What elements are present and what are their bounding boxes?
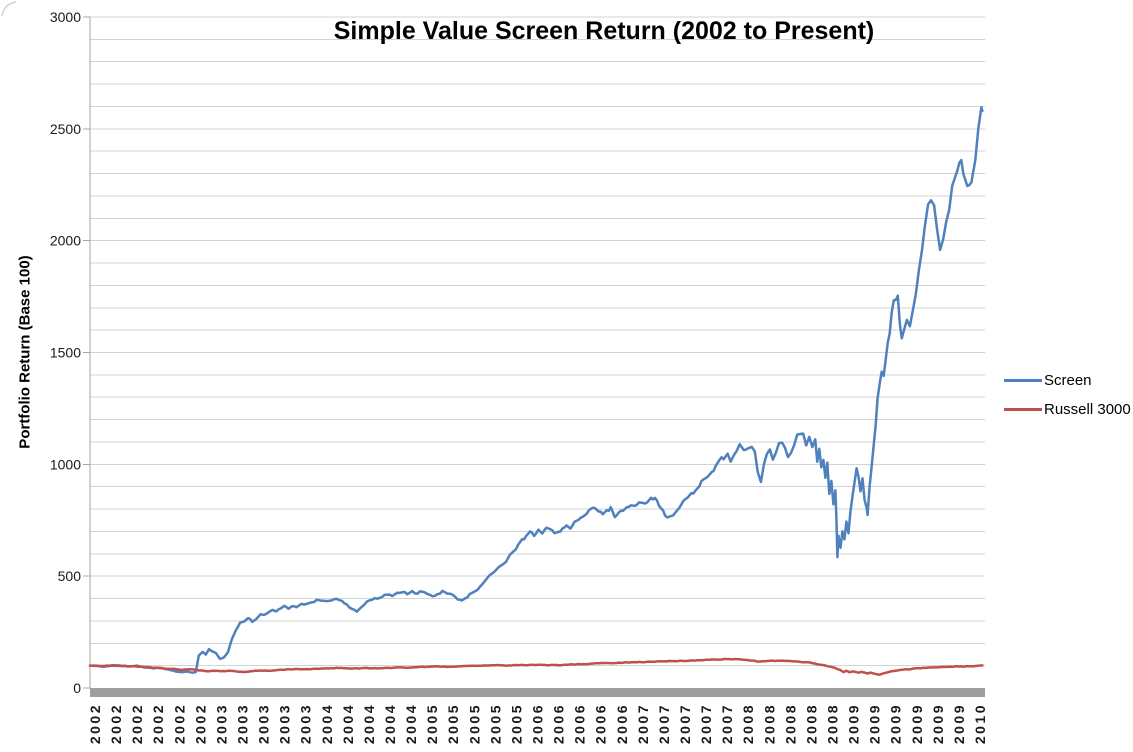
x-tick-label: 2006 [551,703,567,744]
x-tick-label: 2004 [340,703,356,744]
x-tick-label: 2003 [277,703,293,744]
x-tick-label: 2002 [192,703,208,744]
x-tick-label: 2008 [761,703,777,744]
x-tick-label: 2003 [256,703,272,744]
x-tick-label: 2009 [909,703,925,744]
x-tick-label: 2006 [572,703,588,744]
x-tick-label: 2002 [129,703,145,744]
x-tick-label: 2004 [361,703,377,744]
x-tick-label: 2002 [108,703,124,744]
legend-line-swatch-russell-3000 [1004,408,1042,411]
x-tick-label: 2009 [867,703,883,744]
x-tick-label: 2008 [782,703,798,744]
x-tick-label: 2007 [719,703,735,744]
x-tick-label: 2005 [466,703,482,744]
legend-item-screen: Screen [1004,372,1131,389]
x-tick-label: 2005 [508,703,524,744]
x-tick-label: 2004 [319,703,335,744]
x-tick-label: 2007 [635,703,651,744]
x-tick-label: 2005 [445,703,461,744]
x-tick-label: 2009 [846,703,862,744]
x-tick-label: 2003 [213,703,229,744]
x-tick-label: 2002 [87,703,103,744]
x-tick-label: 2004 [403,703,419,744]
x-tick-label: 2006 [593,703,609,744]
series-line-screen [88,106,984,674]
x-tick-label: 2007 [698,703,714,744]
x-tick-label: 2004 [382,703,398,744]
legend-label-russell-3000: Russell 3000 [1044,401,1131,418]
x-tick-label: 2008 [803,703,819,744]
x-tick-label: 2008 [740,703,756,744]
x-tick-label: 2008 [825,703,841,744]
x-tick-label: 2005 [424,703,440,744]
legend-line-swatch-screen [1004,379,1042,382]
x-tick-label: 2009 [951,703,967,744]
x-tick-label: 2007 [677,703,693,744]
x-tick-label: 2007 [656,703,672,744]
x-tick-label: 2010 [972,703,988,744]
y-tick-label: 2500 [50,121,81,137]
legend: Screen Russell 3000 [1004,372,1131,430]
y-tick-label: 0 [73,680,81,696]
x-tick-label: 2009 [888,703,904,744]
x-tick-label: 2006 [614,703,630,744]
corner-artifact [1,1,17,17]
x-tick-label: 2005 [487,703,503,744]
x-tick-label: 2006 [530,703,546,744]
chart-title: Simple Value Screen Return (2002 to Pres… [333,17,875,45]
series-line-russell-3000 [88,657,984,676]
x-axis-bar [90,688,985,697]
legend-item-russell-3000: Russell 3000 [1004,401,1131,418]
y-axis-title: Portfolio Return (Base 100) [16,255,34,449]
x-tick-label: 2002 [150,703,166,744]
y-tick-label: 3000 [50,9,81,25]
x-tick-label: 2002 [171,703,187,744]
y-tick-label: 2000 [50,233,81,249]
x-tick-label: 2003 [298,703,314,744]
y-tick-label: 1000 [50,456,81,472]
y-tick-label: 500 [58,568,82,584]
y-tick-label: 1500 [50,345,81,361]
legend-label-screen: Screen [1044,372,1092,389]
x-tick-label: 2009 [930,703,946,744]
x-tick-label: 2003 [235,703,251,744]
